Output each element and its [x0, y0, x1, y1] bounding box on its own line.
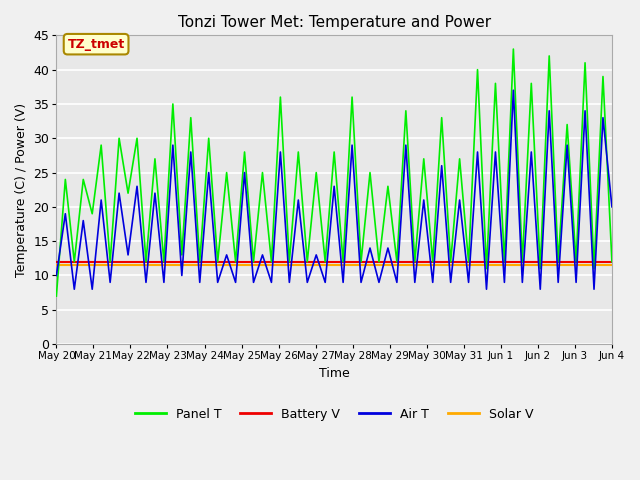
Legend: Panel T, Battery V, Air T, Solar V: Panel T, Battery V, Air T, Solar V	[129, 403, 539, 426]
Y-axis label: Temperature (C) / Power (V): Temperature (C) / Power (V)	[15, 103, 28, 277]
X-axis label: Time: Time	[319, 367, 349, 380]
Title: Tonzi Tower Met: Temperature and Power: Tonzi Tower Met: Temperature and Power	[177, 15, 491, 30]
Text: TZ_tmet: TZ_tmet	[67, 38, 125, 51]
